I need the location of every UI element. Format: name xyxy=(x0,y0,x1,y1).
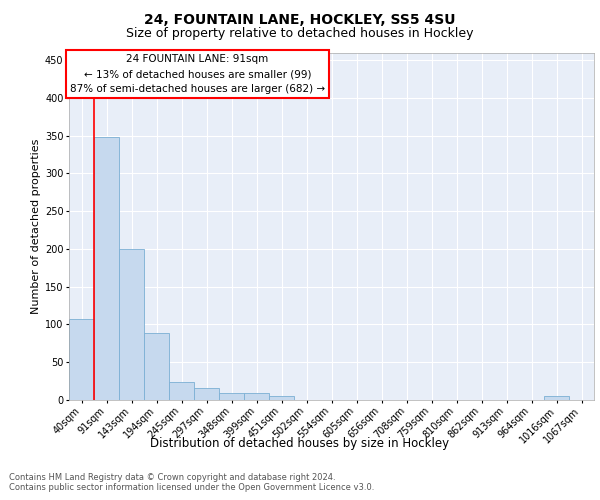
Bar xyxy=(194,388,219,400)
Bar xyxy=(94,137,119,400)
Bar xyxy=(169,382,194,400)
Y-axis label: Number of detached properties: Number of detached properties xyxy=(31,138,41,314)
Bar xyxy=(544,396,569,400)
Bar xyxy=(119,249,144,400)
Text: Contains HM Land Registry data © Crown copyright and database right 2024.
Contai: Contains HM Land Registry data © Crown c… xyxy=(9,472,374,492)
Bar xyxy=(219,393,244,400)
Bar xyxy=(69,319,94,400)
Text: Size of property relative to detached houses in Hockley: Size of property relative to detached ho… xyxy=(126,28,474,40)
Text: 24, FOUNTAIN LANE, HOCKLEY, SS5 4SU: 24, FOUNTAIN LANE, HOCKLEY, SS5 4SU xyxy=(144,12,456,26)
Bar xyxy=(144,333,169,400)
Bar xyxy=(244,393,269,400)
Text: Distribution of detached houses by size in Hockley: Distribution of detached houses by size … xyxy=(151,438,449,450)
Bar xyxy=(269,396,294,400)
Text: 24 FOUNTAIN LANE: 91sqm
← 13% of detached houses are smaller (99)
87% of semi-de: 24 FOUNTAIN LANE: 91sqm ← 13% of detache… xyxy=(70,54,325,94)
